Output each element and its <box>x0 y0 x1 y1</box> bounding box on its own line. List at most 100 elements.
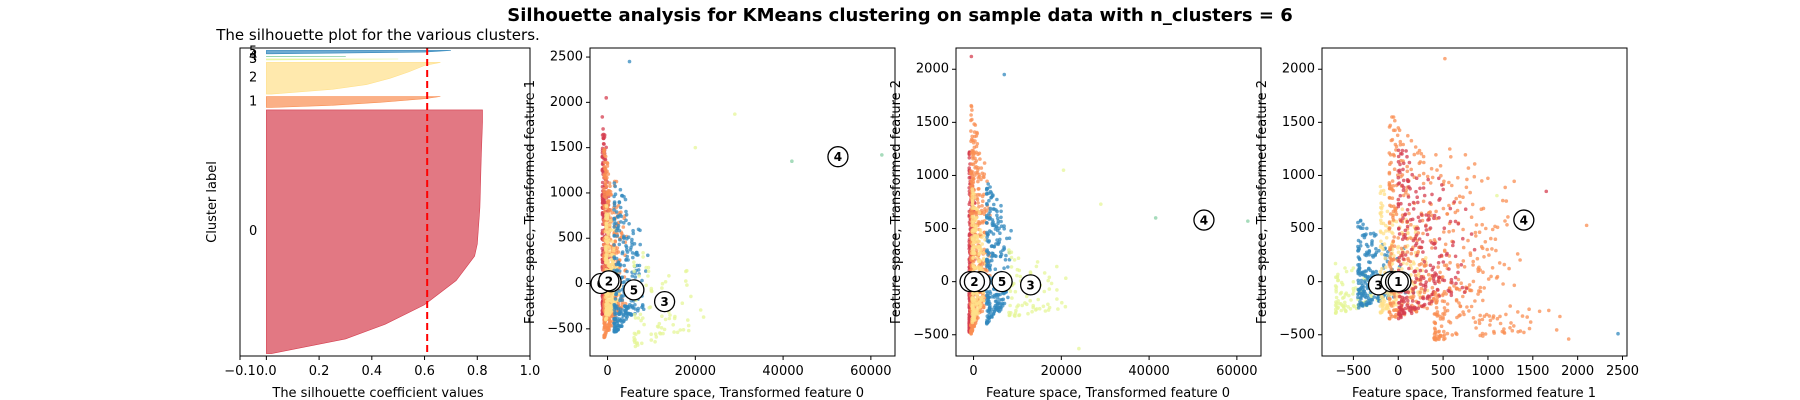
scatter-point <box>646 253 650 258</box>
scatter-point <box>1339 280 1344 285</box>
scatter-x-tick-label: 1500 <box>1516 364 1549 379</box>
scatter-point <box>980 194 985 199</box>
scatter-point <box>1501 282 1505 286</box>
scatter-2-x-axis-label: Feature space, Transformed feature 0 <box>986 386 1230 400</box>
scatter-point <box>1395 133 1400 138</box>
scatter-outlier-point <box>627 59 632 64</box>
scatter-point <box>607 199 611 203</box>
scatter-x-tick-label: 2000 <box>1561 364 1594 379</box>
scatter-point <box>1365 226 1369 231</box>
scatter-outlier-point <box>1544 189 1549 194</box>
scatter-point <box>1435 295 1439 300</box>
scatter-point <box>1370 270 1375 275</box>
scatter-point <box>649 338 654 342</box>
scatter-point <box>1438 270 1442 275</box>
scatter-point <box>701 315 706 319</box>
scatter-point <box>982 161 987 165</box>
scatter-point <box>622 263 626 268</box>
scatter-point <box>1400 207 1405 211</box>
scatter-point <box>1520 314 1525 318</box>
scatter-point <box>1397 128 1402 132</box>
cluster-center-label-2: 2 <box>605 274 613 288</box>
scatter-outlier-point <box>790 159 794 164</box>
scatter-point <box>1363 291 1368 296</box>
scatter-point <box>977 239 982 244</box>
scatter-point <box>608 223 612 227</box>
scatter-point <box>1409 138 1414 143</box>
scatter-point <box>971 156 975 161</box>
silhouette-x-ticks: −0.1 0.0 0.2 0.4 0.6 0.8 1.0 <box>224 356 540 379</box>
scatter-x-tick-label: 0 <box>1394 364 1402 379</box>
scatter-point <box>981 251 986 255</box>
scatter-point <box>604 238 608 242</box>
scatter-point <box>1424 255 1428 260</box>
scatter-point <box>685 268 689 273</box>
scatter-y-tick-label: 1000 <box>916 168 949 183</box>
scatter-point <box>985 191 989 196</box>
scatter-point <box>973 123 978 127</box>
scatter-point <box>1360 284 1365 288</box>
scatter-point <box>1450 183 1454 188</box>
scatter-point <box>611 248 616 253</box>
scatter-point <box>1380 307 1385 311</box>
scatter-point <box>1371 255 1375 259</box>
scatter-point <box>976 187 981 191</box>
scatter-point <box>1388 186 1392 191</box>
scatter-x-tick-label: 60000 <box>850 364 891 379</box>
scatter-point <box>624 317 628 321</box>
scatter-point <box>640 341 644 346</box>
scatter-point <box>1430 192 1434 197</box>
scatter-point <box>617 242 622 247</box>
scatter-point <box>1477 289 1481 293</box>
scatter-point <box>996 293 1001 297</box>
scatter-point <box>1028 298 1032 303</box>
scatter-point <box>614 292 619 296</box>
scatter-point <box>1400 253 1404 258</box>
scatter-point <box>985 320 989 325</box>
scatter-point <box>1480 331 1485 336</box>
scatter-point <box>1401 188 1406 193</box>
scatter-point <box>1442 179 1446 184</box>
scatter-point <box>602 200 607 204</box>
scatter-point <box>978 228 983 232</box>
scatter-point <box>1333 307 1338 312</box>
scatter-point <box>1423 282 1428 287</box>
scatter-point <box>1424 228 1429 232</box>
scatter-point <box>1007 248 1011 252</box>
scatter-point <box>1440 183 1444 187</box>
scatter-x-tick-label: 40000 <box>1128 364 1169 379</box>
scatter-point <box>1400 152 1404 156</box>
scatter-point <box>1438 164 1443 168</box>
scatter-point <box>1508 326 1512 330</box>
scatter-point <box>1391 231 1395 236</box>
scatter-point <box>604 248 608 253</box>
scatter-point <box>1347 293 1351 298</box>
scatter-point <box>1359 303 1363 308</box>
silhouette-x-tick-label: 1.0 <box>520 364 541 379</box>
scatter-point <box>1384 236 1389 240</box>
scatter-point <box>662 327 667 332</box>
scatter-point <box>632 312 637 317</box>
scatter-point <box>628 312 633 316</box>
silhouette-cluster-label-5: 5 <box>249 45 257 60</box>
scatter-point <box>1414 233 1419 237</box>
scatter-point <box>1416 215 1421 220</box>
scatter-point <box>1344 269 1349 274</box>
scatter-point <box>1474 234 1478 238</box>
scatter-point <box>1425 306 1429 311</box>
scatter-point <box>985 263 989 267</box>
scatter-frame-1 <box>589 47 896 357</box>
scatter-point <box>1438 317 1443 321</box>
scatter-point <box>1401 193 1406 198</box>
scatter-point <box>1398 162 1402 167</box>
silhouette-cluster-label-0: 0 <box>249 224 257 239</box>
scatter-point <box>1503 185 1507 190</box>
scatter-point <box>1016 256 1021 261</box>
scatter-point <box>1477 265 1481 270</box>
scatter-point <box>636 330 641 335</box>
scatter-point <box>1472 174 1477 179</box>
scatter-point <box>633 340 637 345</box>
scatter-point <box>1478 285 1483 290</box>
scatter-y-tick-label: 500 <box>1290 221 1315 236</box>
